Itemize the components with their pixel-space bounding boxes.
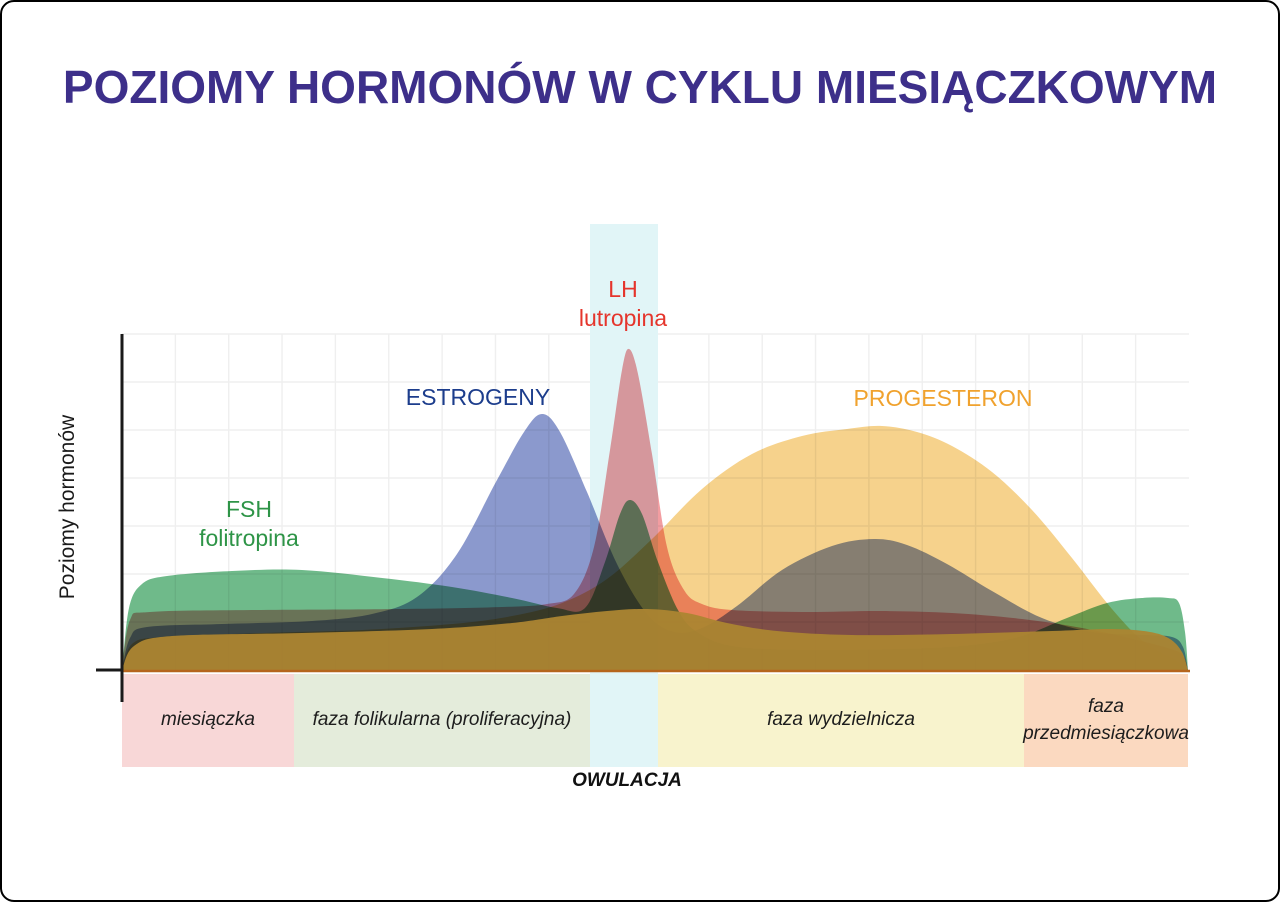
estrogens-name: ESTROGENY: [405, 384, 551, 410]
fsh-name: folitropina: [199, 525, 299, 551]
axes: [96, 334, 1190, 702]
phase-label-premenstrual: faza przedmiesiączkowa: [1023, 695, 1189, 744]
lh-curve-label: LH lutropina: [523, 275, 723, 333]
progesterone-name: PROGESTERON: [853, 385, 1033, 411]
curve-progesteron: [122, 425, 1188, 670]
lh-abbr: LH: [608, 276, 638, 302]
lh-name: lutropina: [578, 305, 668, 331]
chart-title: POZIOMY HORMONÓW W CYKLU MIESIĄCZKOWYM: [62, 61, 1218, 113]
baseline-overlap-band: [122, 608, 1188, 670]
phase-label-menstruation: miesiączka: [161, 709, 255, 731]
phase-label-follicular: faza folikularna (proliferacyjna): [312, 709, 572, 731]
progesterone-curve-label: PROGESTERON: [818, 384, 1068, 413]
ovulation-label: OWULACJA: [572, 770, 682, 791]
phase-label-secretory: faza wydzielnicza: [767, 709, 915, 731]
curve-lh: [122, 348, 1188, 670]
estrogens-curve-label: ESTROGENY: [378, 383, 578, 412]
hormone-curves: [122, 348, 1188, 670]
fsh-curve-label: FSH folitropina: [149, 495, 349, 553]
fsh-abbr: FSH: [226, 496, 272, 522]
